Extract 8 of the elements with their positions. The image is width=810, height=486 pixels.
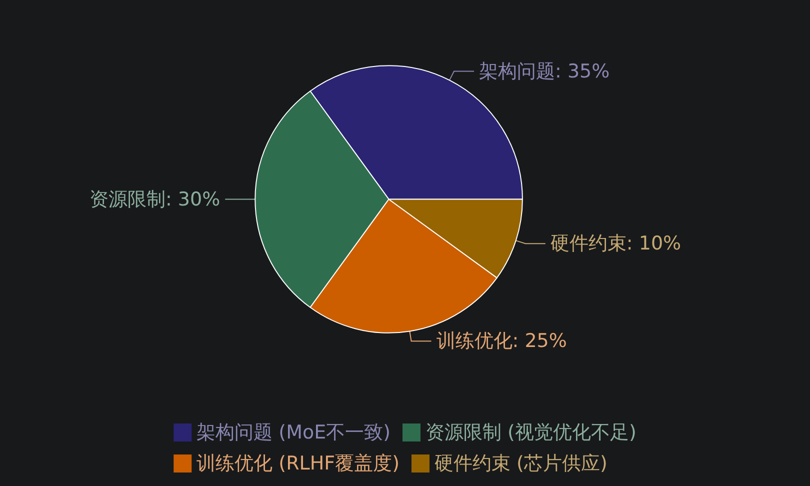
legend-label: 资源限制 (视觉优化不足) <box>426 422 636 444</box>
legend-label: 训练优化 (RLHF覆盖度) <box>196 452 400 474</box>
data-label: 资源限制: 30% <box>89 188 220 210</box>
data-label: 硬件约束: 10% <box>550 232 682 255</box>
legend-label: 硬件约束 (芯片供应) <box>434 452 608 474</box>
data-label: 训练优化: 25% <box>436 330 567 352</box>
legend-label: 架构问题 (MoE不一致) <box>196 422 391 444</box>
data-label: 架构问题: 35% <box>479 60 610 82</box>
